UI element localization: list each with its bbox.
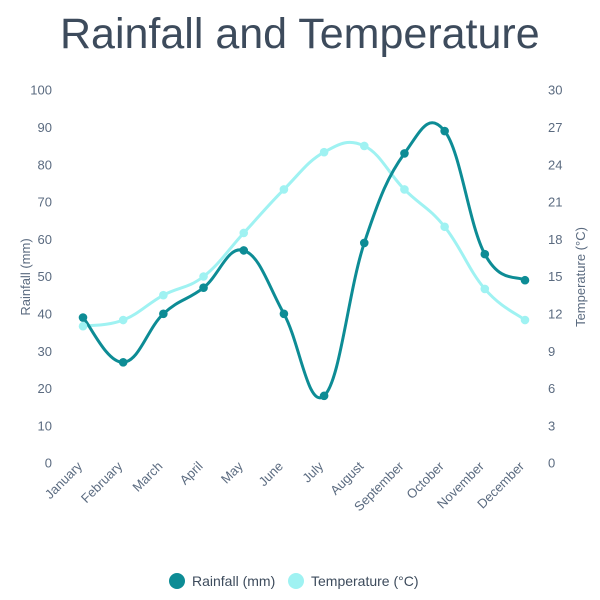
svg-text:90: 90 [38,120,52,135]
svg-text:July: July [299,458,326,485]
svg-text:30: 30 [38,344,52,359]
svg-text:40: 40 [38,307,52,322]
svg-text:February: February [78,458,126,506]
svg-text:70: 70 [38,195,52,210]
svg-text:0: 0 [45,456,52,471]
svg-text:10: 10 [38,418,52,433]
svg-text:18: 18 [548,232,562,247]
svg-text:June: June [255,459,286,490]
svg-text:August: August [327,458,366,497]
svg-text:9: 9 [548,344,555,359]
svg-text:50: 50 [38,269,52,284]
svg-text:March: March [129,459,165,495]
svg-text:6: 6 [548,381,555,396]
svg-text:27: 27 [548,120,562,135]
svg-text:0: 0 [548,456,555,471]
svg-text:3: 3 [548,418,555,433]
svg-text:20: 20 [38,381,52,396]
svg-text:21: 21 [548,195,562,210]
svg-text:12: 12 [548,307,562,322]
svg-text:30: 30 [548,83,562,98]
svg-text:Rainfall (mm): Rainfall (mm) [18,238,33,315]
svg-text:60: 60 [38,232,52,247]
svg-text:80: 80 [38,157,52,172]
svg-text:April: April [177,458,206,487]
svg-text:Temperature (°C): Temperature (°C) [311,573,419,589]
svg-text:Temperature (°C): Temperature (°C) [573,227,588,327]
svg-text:May: May [218,458,246,486]
svg-text:24: 24 [548,157,562,172]
svg-text:100: 100 [30,83,52,98]
svg-text:15: 15 [548,269,562,284]
svg-text:Rainfall (mm): Rainfall (mm) [192,573,275,589]
